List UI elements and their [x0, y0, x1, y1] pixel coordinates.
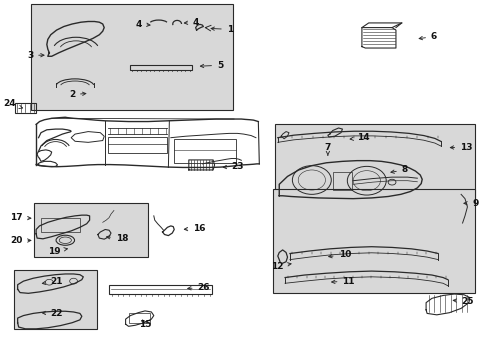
Text: 13: 13	[450, 143, 473, 152]
Text: 15: 15	[139, 320, 152, 329]
Text: 18: 18	[106, 234, 128, 243]
Text: 23: 23	[223, 162, 244, 171]
Text: 24: 24	[3, 99, 23, 109]
Text: 3: 3	[27, 51, 44, 60]
Bar	[31, 4, 233, 110]
Text: 8: 8	[391, 166, 408, 175]
Text: 21: 21	[42, 276, 63, 285]
Text: 1: 1	[211, 25, 233, 34]
Text: 5: 5	[200, 61, 223, 70]
Text: 4: 4	[135, 19, 150, 28]
Text: 26: 26	[188, 283, 210, 292]
Text: 4: 4	[184, 18, 199, 27]
Bar	[34, 203, 148, 257]
Text: 19: 19	[48, 247, 68, 256]
Text: 12: 12	[270, 262, 291, 271]
Text: 25: 25	[453, 297, 474, 306]
Bar	[275, 125, 475, 200]
Text: 20: 20	[10, 237, 31, 246]
Text: 11: 11	[332, 276, 355, 285]
Text: 2: 2	[69, 90, 86, 99]
Bar	[15, 103, 36, 113]
Text: 9: 9	[464, 199, 479, 208]
Text: 16: 16	[184, 224, 205, 233]
Text: 6: 6	[419, 32, 437, 41]
Text: 17: 17	[10, 213, 31, 222]
Bar	[273, 189, 475, 293]
Bar	[14, 270, 97, 329]
Bar	[128, 314, 150, 323]
Text: 7: 7	[325, 143, 331, 155]
Text: 10: 10	[329, 250, 351, 259]
Text: 14: 14	[350, 133, 369, 142]
Text: 22: 22	[42, 309, 63, 318]
